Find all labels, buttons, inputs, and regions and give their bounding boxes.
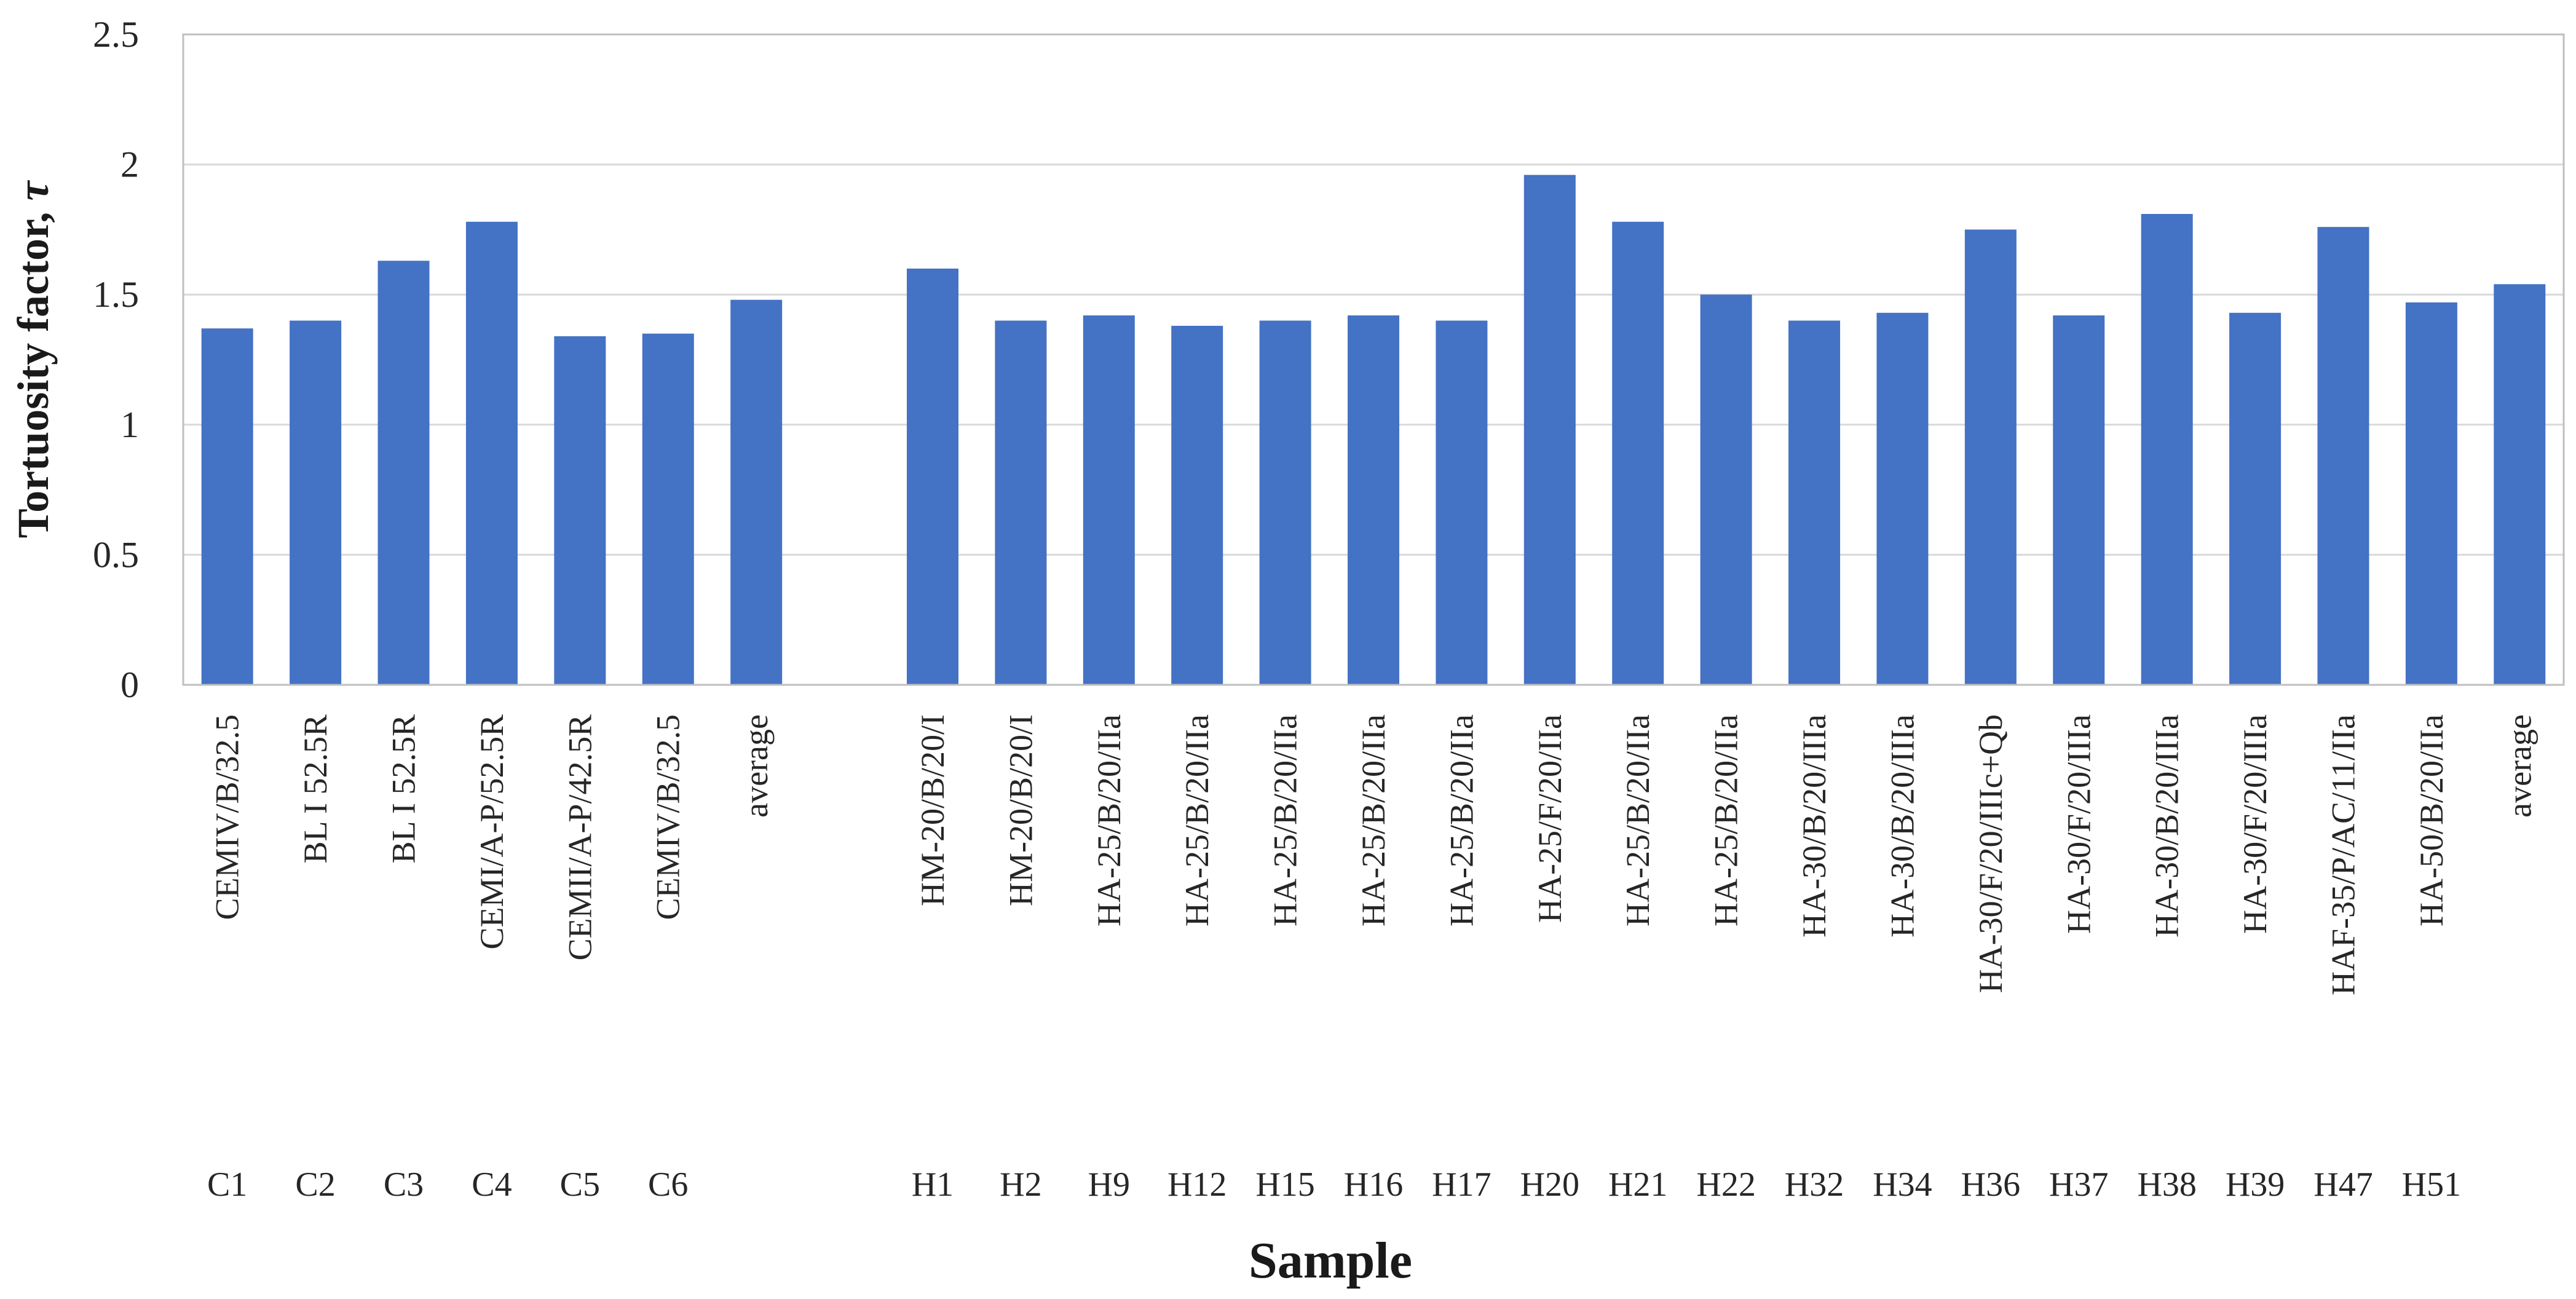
bar [1259, 320, 1311, 685]
bar [2229, 312, 2282, 685]
x-tick-label: HA-25/B/20/IIa [1091, 714, 1128, 926]
bar [2405, 302, 2457, 685]
x-tick-label: HA-30/B/20/IIIa [1884, 714, 1921, 938]
bar [906, 268, 958, 685]
sample-code-label: H32 [1785, 1166, 1844, 1204]
sample-code-label: H12 [1167, 1166, 1227, 1204]
bar [2053, 315, 2105, 685]
y-tick-label: 2.5 [93, 14, 139, 55]
sample-code-label: H2 [1000, 1166, 1041, 1204]
sample-code-label: C4 [472, 1166, 512, 1204]
bar [377, 261, 430, 685]
x-tick-label: CEMIV/B/32.5 [650, 714, 687, 920]
sample-code-label: H39 [2226, 1166, 2285, 1204]
bar [730, 299, 783, 685]
bar [554, 336, 606, 685]
x-tick-label: average [2501, 714, 2538, 818]
plot-area-frame [182, 33, 2565, 686]
bar [995, 320, 1047, 685]
sample-code-label: H36 [1961, 1166, 2020, 1204]
x-tick-label: HA-25/B/20/IIa [1179, 714, 1215, 926]
x-tick-label: CEMIV/B/32.5 [209, 714, 246, 920]
y-tick-labels: 0 0.5 1 1.5 2 2.5 [93, 14, 139, 705]
sample-code-label: C2 [295, 1166, 335, 1204]
bar [290, 320, 342, 685]
y-axis-title: Tortuosity factor, τ [9, 180, 58, 539]
sample-code-label: H21 [1608, 1166, 1667, 1204]
x-tick-label: BL I 52.5R [385, 714, 422, 864]
x-tick-labels: CEMIV/B/32.5 BL I 52.5R BL I 52.5R CEMI/A-P… [209, 714, 2538, 995]
bar [2494, 284, 2546, 685]
y-tick-label: 2 [121, 144, 139, 185]
x-tick-label: HA-25/B/20/IIa [1619, 714, 1656, 926]
bar [1171, 325, 1223, 685]
bar [1436, 320, 1488, 685]
bar [642, 333, 694, 685]
y-axis-title-text: Tortuosity factor, [9, 201, 58, 539]
sample-code-label: H9 [1088, 1166, 1130, 1204]
sample-code-label: C5 [560, 1166, 600, 1204]
x-tick-label: HA-25/B/20/IIa [1355, 714, 1392, 926]
x-tick-label: HA-25/B/20/IIa [1443, 714, 1480, 926]
y-tick-label: 1.5 [93, 274, 139, 315]
x-tick-label: HM-20/B/20/I [1002, 714, 1039, 906]
x-tick-label: HA-25/B/20/IIa [1267, 714, 1304, 926]
sample-code-label: H37 [2049, 1166, 2108, 1204]
sample-code-label: H47 [2313, 1166, 2373, 1204]
sample-code-label: H20 [1520, 1166, 1579, 1204]
x-tick-label: HA-30/B/20/IIIa [2149, 714, 2186, 938]
bar [1348, 315, 1399, 685]
bar [1876, 312, 1929, 685]
bar [1964, 229, 2017, 685]
bar [1083, 315, 1135, 685]
bar [2317, 227, 2369, 685]
sample-code-label: H15 [1255, 1166, 1314, 1204]
sample-code-label: H51 [2402, 1166, 2461, 1204]
bar [465, 221, 518, 685]
x-tick-label: average [738, 714, 775, 818]
sample-code-label: H22 [1696, 1166, 1755, 1204]
x-tick-label: HM-20/B/20/I [914, 714, 951, 906]
sample-code-label: H17 [1432, 1166, 1491, 1204]
x-axis-title: Sample [1249, 1232, 1412, 1289]
x-tick-label: HA-30/F/20/IIIa [2060, 714, 2097, 934]
bar [2141, 214, 2193, 685]
sample-code-label: C6 [648, 1166, 688, 1204]
sample-code-label: H1 [912, 1166, 954, 1204]
sample-code-label: H16 [1344, 1166, 1403, 1204]
y-tick-label: 0 [121, 665, 139, 705]
x-tick-label: HA-25/F/20/IIa [1531, 714, 1568, 923]
x-tick-label: HA-25/B/20/IIa [1708, 714, 1745, 926]
x-tick-label: CEMII/A-P/42.5R [561, 714, 598, 961]
bar [1523, 175, 1576, 685]
x-tick-label: HAF-35/P/AC/11/IIa [2325, 714, 2361, 995]
sample-code-labels: C1 C2 C3 C4 C5 C6 H1 H2 H9 H12 H15 H16 H17 H20 H21 H22 H… [207, 1166, 2461, 1204]
y-tick-label: 0.5 [93, 534, 139, 575]
y-tick-label: 1 [121, 405, 139, 445]
bars [201, 175, 2546, 685]
sample-code-label: H38 [2137, 1166, 2196, 1204]
x-tick-label: HA-30/F/20/IIIa [2237, 714, 2274, 934]
x-tick-label: HA-30/B/20/IIIa [1796, 714, 1833, 938]
y-axis-title-symbol: τ [9, 180, 58, 201]
sample-code-label: C1 [207, 1166, 247, 1204]
bar [1700, 294, 1752, 685]
sample-code-label: H34 [1873, 1166, 1932, 1204]
bar [201, 328, 253, 685]
x-tick-label: HA-50/B/20/IIa [2413, 714, 2450, 926]
x-tick-label: BL I 52.5R [297, 714, 334, 864]
sample-code-label: C3 [384, 1166, 424, 1204]
x-tick-label: HA-30/F/20/IIIc+Qb [1972, 714, 2009, 993]
bar [1612, 221, 1664, 685]
x-tick-label: CEMI/A-P/52.5R [473, 714, 510, 950]
bar [1788, 320, 1841, 685]
